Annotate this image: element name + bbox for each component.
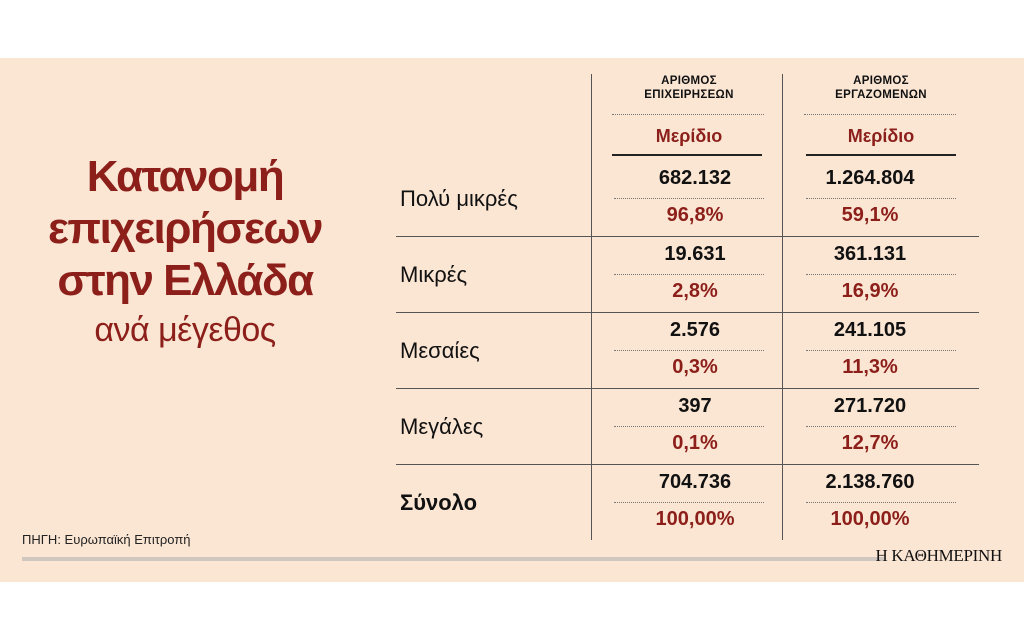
row-dotted-divider-employees <box>806 350 956 351</box>
row-dotted-divider-firms <box>614 426 764 427</box>
cell-firms-share: 100,00% <box>655 508 735 530</box>
cell-firms-share: 0,3% <box>672 356 718 378</box>
brand-logo: Η ΚΑΘΗΜΕΡΙΝΗ <box>875 546 1002 565</box>
infographic-panel <box>0 58 1024 582</box>
cell-employees: 271.720 <box>833 395 907 417</box>
row-divider <box>396 236 979 237</box>
column-header-firms-line-1: ΑΡΙΘΜΟΣ <box>661 75 717 87</box>
share-header-employees: Μερίδιο <box>847 126 915 146</box>
cell-firms-share: 0,1% <box>672 432 718 454</box>
cell-employees: 241.105 <box>833 319 907 341</box>
column-header-firms-line-2: ΕΠΙΧΕΙΡΗΣΕΩΝ <box>644 89 734 101</box>
column-header-firms: ΑΡΙΘΜΟΣ ΕΠΙΧΕΙΡΗΣΕΩΝ <box>614 74 764 102</box>
share-header-firms: Μερίδιο <box>655 126 723 146</box>
column-header-employees-line-2: ΕΡΓΑΖΟΜΕΝΩΝ <box>835 89 927 101</box>
cell-firms-share: 2,8% <box>672 280 718 302</box>
cell-employees-share: 59,1% <box>841 204 899 226</box>
column-divider-right <box>782 74 783 540</box>
cell-firms: 2.576 <box>669 319 721 341</box>
column-header-employees-line-1: ΑΡΙΘΜΟΣ <box>853 75 909 87</box>
column-divider-left <box>591 74 592 540</box>
cell-employees-share: 100,00% <box>830 508 910 530</box>
row-label: Μικρές <box>400 262 468 287</box>
cell-firms: 704.736 <box>658 471 732 493</box>
row-divider <box>396 312 979 313</box>
share-rule-employees <box>806 154 956 156</box>
cell-firms-share: 96,8% <box>666 204 724 226</box>
row-label: Μεσαίες <box>400 338 480 363</box>
cell-employees-share: 16,9% <box>841 280 899 302</box>
cell-employees: 2.138.760 <box>825 471 915 493</box>
row-dotted-divider-firms <box>614 198 764 199</box>
cell-employees: 361.131 <box>833 243 907 265</box>
title-line-1: Κατανομή <box>86 152 285 201</box>
row-label: Πολύ μικρές <box>400 186 518 211</box>
source-note: ΠΗΓΗ: Ευρωπαϊκή Επιτροπή <box>22 532 191 547</box>
title-line-2: επιχειρήσεων <box>48 204 323 253</box>
row-dotted-divider-employees <box>806 426 956 427</box>
header-dotted-divider-firms <box>612 114 764 115</box>
cell-firms: 19.631 <box>664 243 726 265</box>
share-rule-firms <box>612 154 762 156</box>
cell-employees: 1.264.804 <box>825 167 915 189</box>
footer-rule <box>22 557 884 561</box>
title-line-3: στην Ελλάδα <box>57 256 314 305</box>
cell-employees-share: 12,7% <box>841 432 899 454</box>
cell-firms: 682.132 <box>658 167 732 189</box>
row-dotted-divider-employees <box>806 502 956 503</box>
header-dotted-divider-employees <box>804 114 956 115</box>
row-divider <box>396 464 979 465</box>
cell-firms: 397 <box>678 395 712 417</box>
row-label: Σύνολο <box>400 490 478 515</box>
column-header-employees: ΑΡΙΘΜΟΣ ΕΡΓΑΖΟΜΕΝΩΝ <box>806 74 956 102</box>
cell-employees-share: 11,3% <box>842 356 898 378</box>
row-dotted-divider-employees <box>806 274 956 275</box>
row-dotted-divider-firms <box>614 350 764 351</box>
row-label: Μεγάλες <box>400 414 484 439</box>
row-dotted-divider-firms <box>614 274 764 275</box>
row-dotted-divider-employees <box>806 198 956 199</box>
row-divider <box>396 388 979 389</box>
row-dotted-divider-firms <box>614 502 764 503</box>
subtitle: ανά μέγεθος <box>94 311 276 349</box>
